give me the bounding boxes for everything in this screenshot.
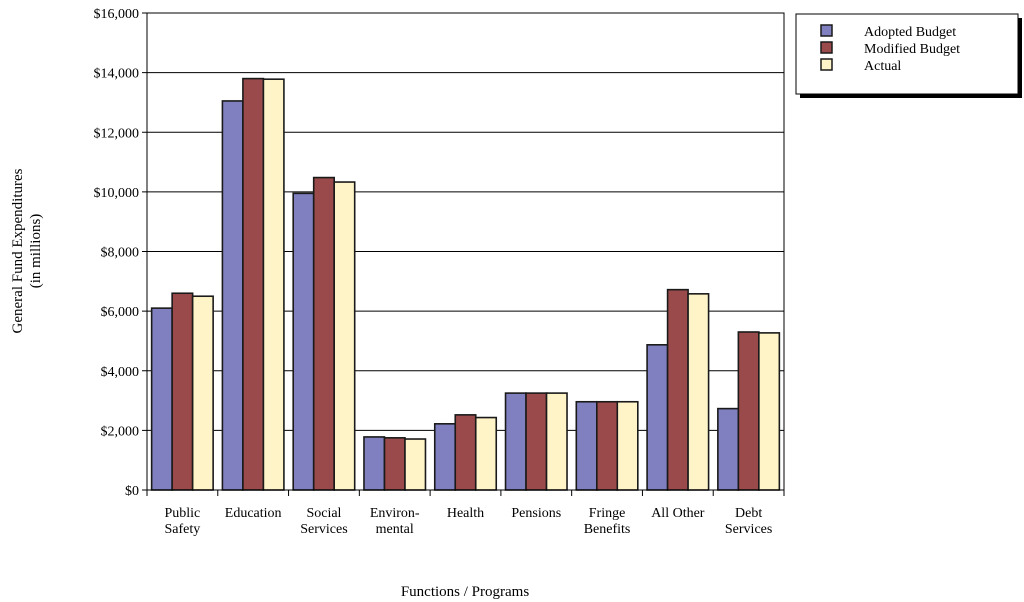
y-tick-label: $0 (125, 484, 139, 499)
y-tick-label: $8,000 (101, 246, 140, 261)
legend-box (795, 13, 1019, 95)
bar (171, 292, 194, 491)
y-tick-labels: $0 $2,000 $4,000 $6,000 $8,000 $10,000 $12,000… (94, 7, 140, 499)
legend-swatch (820, 58, 833, 71)
bar (666, 288, 689, 491)
x-category-label: Safety (165, 522, 201, 537)
y-axis-title: General Fund Expenditures (in millions) (10, 168, 44, 333)
x-category-label: Benefits (584, 522, 631, 537)
x-category-label: Pensions (511, 506, 561, 521)
x-category-label: Services (300, 522, 347, 537)
bar (737, 331, 760, 491)
bar (221, 100, 244, 491)
y-axis-title-line: General Fund Expenditures (10, 168, 26, 333)
y-tick-label: $14,000 (94, 67, 140, 82)
x-category-label: Public (164, 506, 200, 521)
bar (525, 392, 548, 491)
bar (262, 78, 285, 491)
y-tick-label: $6,000 (101, 305, 140, 320)
x-category-label: Health (447, 506, 484, 521)
x-category-label: Social (306, 506, 341, 521)
bar (383, 437, 406, 491)
x-category-label: Environ- (370, 506, 420, 521)
legend-label: Modified Budget (864, 42, 960, 57)
legend-label: Adopted Budget (864, 25, 956, 40)
bar (292, 192, 315, 491)
legend: Adopted Budget Modified Budget Actual (795, 13, 1022, 98)
x-category-label: Education (225, 506, 282, 521)
legend-swatch (820, 24, 833, 37)
bar (150, 307, 173, 491)
bar (758, 332, 781, 491)
x-category-label: Services (725, 522, 772, 537)
bar (191, 295, 214, 491)
bar (333, 181, 356, 491)
axes (142, 12, 785, 496)
plot-frame (146, 12, 785, 491)
x-category-label: mental (376, 522, 414, 537)
legend-swatch (820, 41, 833, 54)
legend-label: Actual (864, 59, 901, 74)
x-category-label: All Other (651, 506, 705, 521)
bar (312, 176, 335, 491)
bar (474, 416, 498, 491)
x-axis-title: Functions / Programs (401, 584, 529, 600)
y-tick-label: $16,000 (94, 7, 140, 22)
y-tick-label: $2,000 (101, 424, 140, 439)
bar (596, 400, 619, 491)
bar (504, 392, 527, 491)
y-axis-title-line: (in millions) (28, 214, 44, 289)
bar (575, 400, 598, 491)
bar (404, 438, 427, 491)
bar (242, 77, 265, 491)
bar (616, 400, 639, 491)
y-tick-label: $12,000 (94, 126, 140, 141)
bar (687, 293, 710, 491)
x-category-label: Debt (735, 506, 762, 521)
bar (717, 407, 740, 491)
bar (646, 344, 669, 491)
bars (150, 77, 781, 491)
y-tick-label: $10,000 (94, 186, 140, 201)
bar (363, 436, 386, 491)
bar (545, 392, 568, 491)
bar (433, 423, 457, 491)
x-category-label: Fringe (589, 506, 626, 521)
y-tick-label: $4,000 (101, 365, 140, 380)
bar (454, 414, 477, 491)
